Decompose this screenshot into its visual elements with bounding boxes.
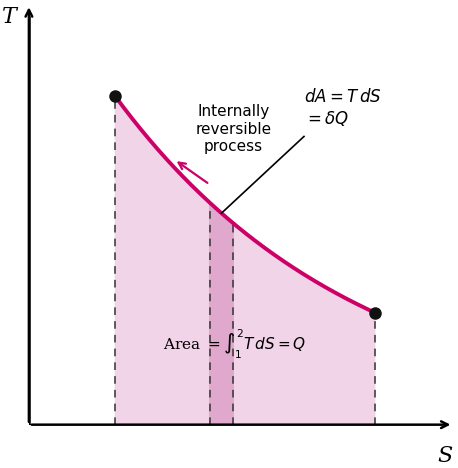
Polygon shape bbox=[115, 96, 375, 424]
Text: $dA = T\,dS$
$= \delta Q$: $dA = T\,dS$ $= \delta Q$ bbox=[304, 88, 382, 128]
Text: Internally
reversible
process: Internally reversible process bbox=[195, 104, 271, 154]
Text: T: T bbox=[2, 6, 17, 28]
Text: S: S bbox=[437, 445, 453, 467]
Polygon shape bbox=[210, 203, 233, 424]
Text: Area $= \int_1^2 T\,dS = Q$: Area $= \int_1^2 T\,dS = Q$ bbox=[163, 328, 306, 361]
